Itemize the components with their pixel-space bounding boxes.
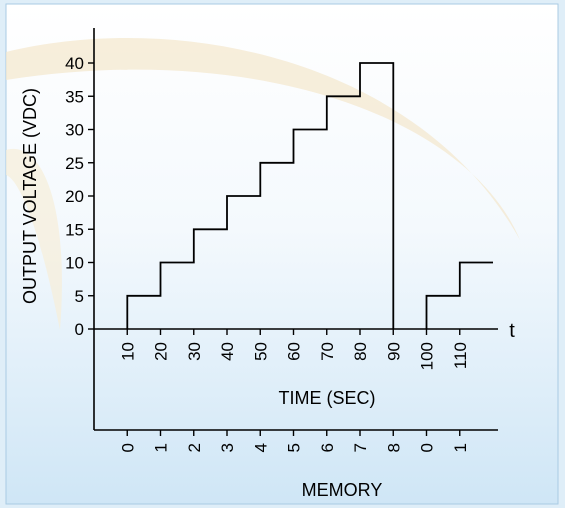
x-tick-label: 90 bbox=[384, 342, 403, 361]
memory-tick-label: 0 bbox=[418, 443, 437, 452]
memory-tick-label: 4 bbox=[251, 443, 270, 452]
y-tick-label: 0 bbox=[75, 320, 84, 339]
x-tick-label: 30 bbox=[185, 342, 204, 361]
x-tick-label: 40 bbox=[218, 342, 237, 361]
memory-ticks: 0 1 2 3 4 5 6 7 8 0 1 bbox=[118, 430, 470, 452]
x-axis-title: TIME (SEC) bbox=[279, 388, 376, 408]
memory-tick-label: 1 bbox=[451, 443, 470, 452]
y-tick-label: 40 bbox=[65, 54, 84, 73]
memory-tick-label: 7 bbox=[351, 443, 370, 452]
background-swoosh bbox=[6, 38, 520, 240]
x-tick-label: 20 bbox=[152, 342, 171, 361]
x-tick-label: 100 bbox=[418, 342, 437, 370]
x-tick-label: 70 bbox=[318, 342, 337, 361]
x-axis-end-label: t bbox=[509, 320, 515, 342]
memory-axis-title: MEMORY bbox=[302, 480, 383, 500]
chart-panel bbox=[5, 3, 559, 505]
y-tick-label: 35 bbox=[65, 87, 84, 106]
memory-tick-label: 5 bbox=[285, 443, 304, 452]
y-axis-title: OUTPUT VOLTAGE (VDC) bbox=[20, 88, 40, 304]
y-tick-label: 10 bbox=[65, 254, 84, 273]
memory-tick-label: 1 bbox=[152, 443, 171, 452]
voltage-step-line bbox=[425, 261, 493, 329]
y-tick-label: 15 bbox=[65, 220, 84, 239]
x-tick-label: 10 bbox=[118, 342, 137, 361]
y-ticks: 0 5 10 15 20 25 30 35 40 bbox=[65, 54, 94, 339]
memory-tick-label: 2 bbox=[185, 443, 204, 452]
x-tick-label: 110 bbox=[451, 342, 470, 369]
x-ticks: 10 20 30 40 50 60 70 80 90 100 110 bbox=[118, 329, 470, 370]
memory-tick-label: 6 bbox=[318, 443, 337, 452]
y-tick-label: 25 bbox=[65, 154, 84, 173]
x-tick-label: 50 bbox=[251, 342, 270, 361]
y-tick-label: 30 bbox=[65, 121, 84, 140]
y-tick-label: 5 bbox=[75, 287, 84, 306]
memory-tick-label: 3 bbox=[218, 443, 237, 452]
x-tick-label: 80 bbox=[351, 342, 370, 361]
voltage-series bbox=[126, 62, 493, 329]
memory-tick-label: 8 bbox=[384, 443, 403, 452]
x-tick-label: 60 bbox=[285, 342, 304, 361]
y-tick-label: 20 bbox=[65, 187, 84, 206]
background-swoosh-lower bbox=[6, 148, 62, 330]
voltage-step-line bbox=[126, 62, 395, 329]
memory-tick-label: 0 bbox=[118, 443, 137, 452]
